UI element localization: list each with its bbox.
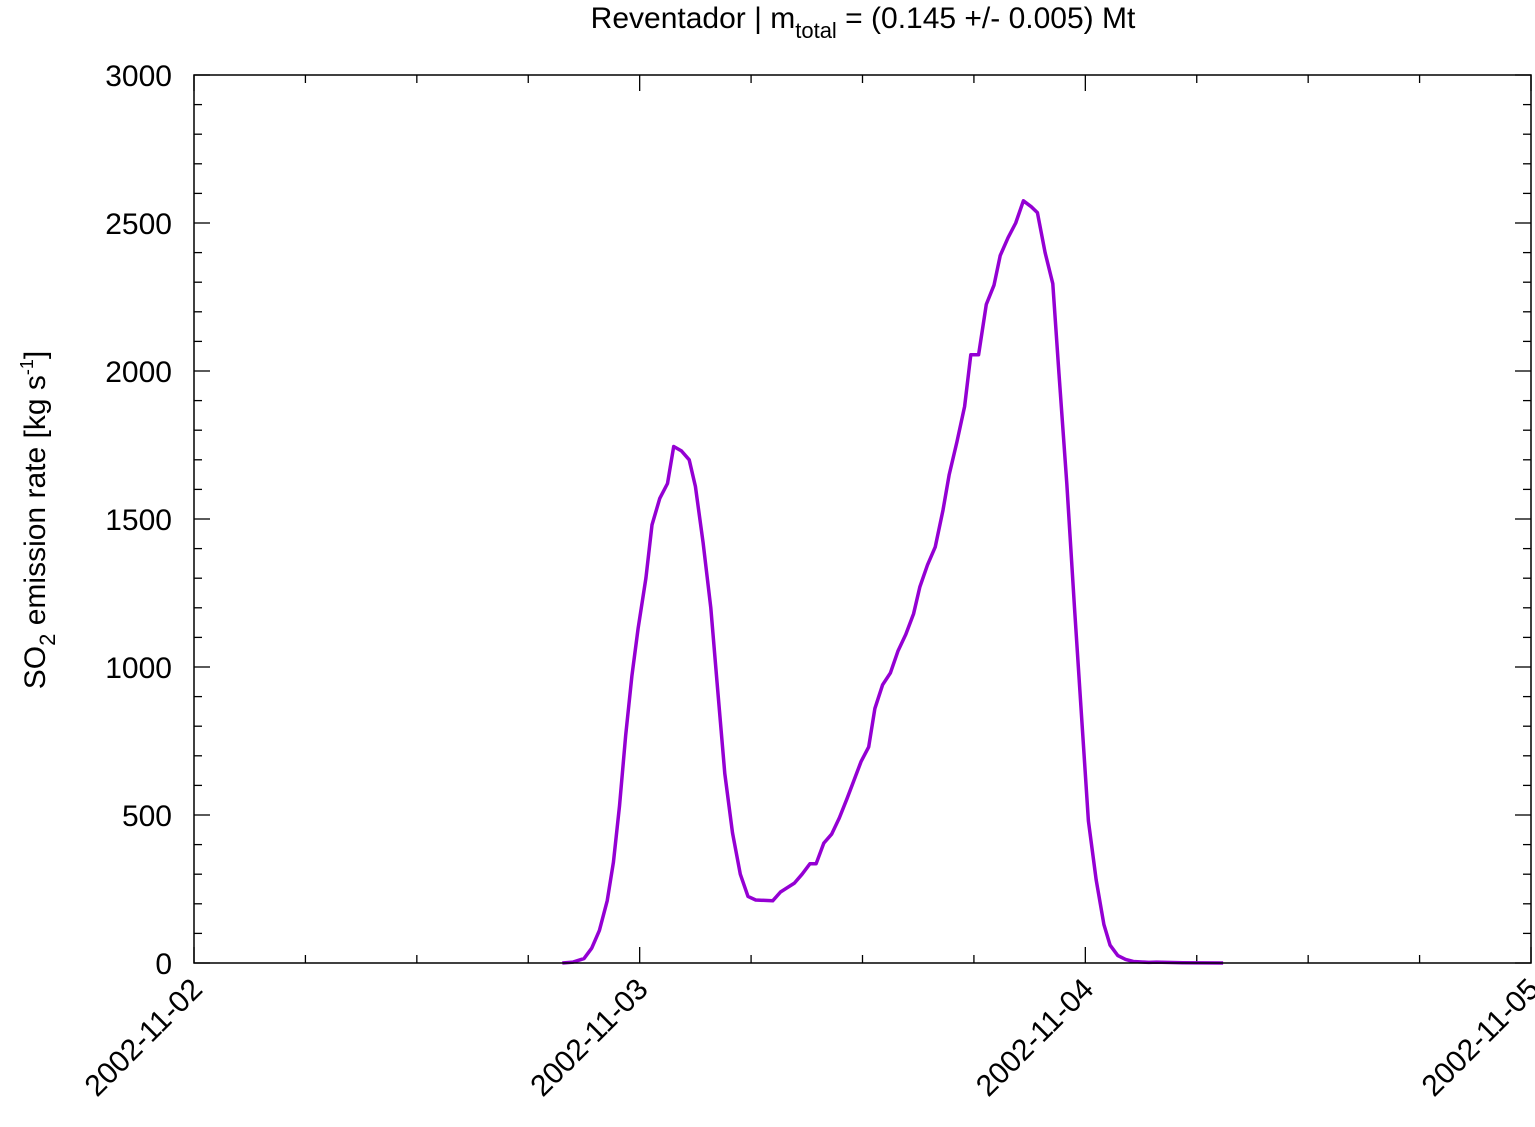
plot-area: [562, 199, 1224, 965]
series-line-0: [562, 199, 1224, 965]
y-tick-label: 3000: [105, 60, 172, 93]
y-axis-label-middle: emission rate [kg s: [19, 375, 52, 633]
axis-tick-labels: 0 500 1000 1500 2000 2500 3000 2002-11-02 2002-1…: [79, 60, 1535, 1103]
x-tick-label: 2002-11-02: [79, 973, 209, 1103]
y-axis-label-subscript: 2: [35, 634, 60, 646]
y-tick-label: 1000: [105, 652, 172, 685]
y-axis-label: SO2 emission rate [kg s-1]: [17, 351, 60, 689]
y-tick-label: 1500: [105, 504, 172, 537]
x-tick-label: 2002-11-04: [970, 973, 1100, 1103]
y-tick-label: 500: [122, 800, 172, 833]
plot-frame: [193, 74, 1532, 964]
x-tick-label: 2002-11-03: [524, 973, 654, 1103]
axis-ticks: [193, 74, 1532, 964]
y-tick-label: 2500: [105, 208, 172, 241]
y-axis-label-superscript: -1: [17, 359, 37, 375]
y-tick-label: 2000: [105, 356, 172, 389]
chart-title-suffix: = (0.145 +/- 0.005) Mt: [837, 2, 1136, 35]
x-tick-label: 2002-11-05: [1416, 973, 1535, 1103]
chart-title: Reventador | mtotal = (0.145 +/- 0.005) …: [591, 2, 1136, 43]
y-axis-label-prefix: SO: [19, 646, 52, 689]
y-tick-label: 0: [155, 948, 172, 981]
chart-title-subscript: total: [795, 18, 837, 43]
chart-title-main: Reventador | m: [591, 2, 796, 35]
y-axis-label-suffix: ]: [19, 351, 52, 359]
